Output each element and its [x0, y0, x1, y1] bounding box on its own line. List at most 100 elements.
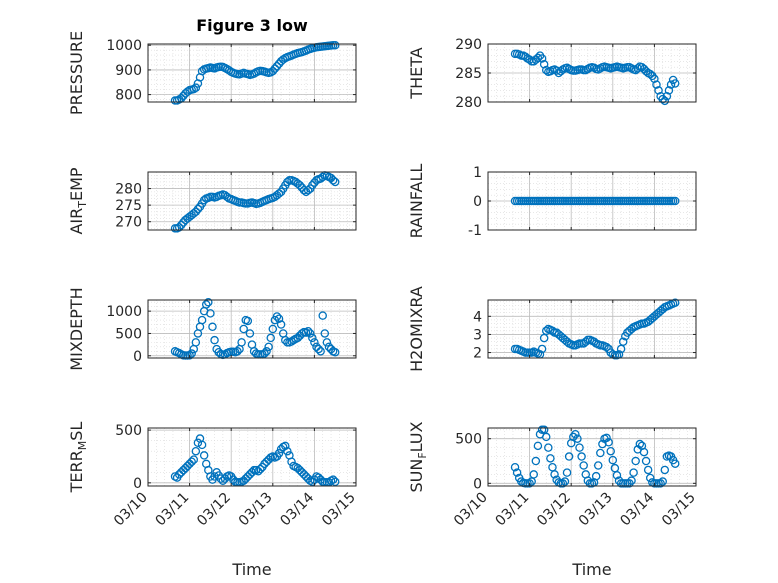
y-tick-label: 800	[115, 88, 142, 104]
y-axis-label: RAINFALL	[407, 164, 426, 239]
data-point	[533, 53, 543, 63]
data-point	[243, 316, 253, 326]
data-point	[645, 69, 655, 79]
data-point	[316, 347, 325, 356]
panel-theta: 280 285 290 THETA	[407, 37, 697, 111]
data-point	[618, 337, 628, 346]
y-tick-label: 500	[115, 423, 142, 439]
y-tick-label: 285	[455, 66, 482, 82]
data-point	[187, 457, 196, 466]
y-axis-label-subscript: T	[76, 201, 89, 209]
data-point	[541, 65, 551, 75]
axes-box	[487, 299, 697, 359]
data-point	[546, 454, 555, 463]
y-axis-label: SUNFLUX	[407, 421, 429, 492]
y-axis-label-part: SUN	[407, 459, 426, 493]
data-point	[320, 329, 330, 338]
data-point	[562, 337, 572, 346]
data-point	[639, 447, 649, 457]
data-point	[303, 326, 313, 336]
data-point	[318, 172, 327, 182]
y-axis-label-part: SL	[67, 422, 86, 441]
data-point	[548, 463, 557, 472]
data-point	[272, 61, 282, 71]
data-point	[204, 297, 213, 307]
data-point	[197, 315, 207, 325]
y-tick-label: -1	[468, 223, 482, 239]
data-point	[608, 455, 618, 465]
data-point	[262, 347, 271, 356]
data-point	[550, 470, 559, 479]
panel-h2omixra: 2 3 4 H2OMIXRA	[407, 286, 697, 372]
x-tick-label: 03/13	[576, 490, 616, 530]
y-axis-label-part: AIR	[67, 208, 86, 235]
data-point	[670, 196, 680, 206]
y-tick-label: 0	[473, 194, 482, 210]
y-tick-label: 290	[455, 37, 482, 53]
data-point	[177, 220, 186, 230]
data-point	[322, 338, 332, 347]
y-tick-label: 2	[473, 346, 482, 362]
y-tick-label: 4	[473, 309, 482, 325]
y-axis-label-subscript: M	[76, 441, 89, 451]
data-point	[573, 434, 582, 443]
y-tick-label: 270	[115, 215, 142, 231]
data-point	[635, 439, 645, 449]
data-point	[330, 477, 340, 487]
data-point	[295, 181, 305, 190]
data-point	[525, 479, 534, 488]
x-tick-label: 03/10	[111, 490, 151, 530]
x-tick-label: 03/11	[493, 490, 533, 530]
axes-box	[147, 427, 357, 487]
data-point	[562, 468, 572, 477]
x-tick-label: 03/15	[319, 490, 359, 530]
data-point	[558, 479, 568, 488]
data-point	[510, 463, 520, 472]
panel-mixdepth: 0 500 1000 MIXDEPTH	[67, 287, 357, 371]
data-point	[602, 433, 611, 443]
data-point	[629, 468, 638, 477]
axes-box	[487, 427, 697, 487]
data-point	[633, 64, 643, 73]
x-axis-label: Time	[231, 560, 271, 579]
data-point	[666, 80, 676, 89]
data-point	[645, 473, 655, 483]
data-point	[539, 60, 549, 69]
data-point	[512, 468, 522, 477]
data-point	[575, 443, 584, 452]
data-point	[612, 471, 622, 480]
y-axis-label: THETA	[407, 47, 426, 99]
data-point	[604, 438, 613, 447]
data-point	[193, 204, 203, 214]
data-point	[239, 324, 248, 334]
y-axis-label: H2OMIXRA	[407, 286, 426, 372]
data-point	[270, 64, 280, 73]
x-tick-label: 03/11	[153, 490, 193, 530]
data-point	[579, 461, 588, 470]
x-tick-label: 03/14	[617, 489, 657, 529]
x-tick-label: 03/14	[277, 489, 317, 529]
data-point	[197, 440, 207, 450]
data-point	[210, 335, 219, 345]
data-point	[328, 176, 338, 185]
data-point	[281, 335, 290, 345]
data-point	[287, 337, 296, 346]
data-point	[308, 477, 317, 487]
data-point	[189, 84, 199, 94]
data-point	[301, 328, 311, 337]
data-point	[643, 465, 653, 475]
data-point	[548, 326, 557, 336]
data-point	[191, 83, 201, 92]
data-point	[330, 177, 340, 187]
data-point	[537, 54, 547, 63]
data-point	[208, 322, 217, 332]
data-point	[191, 446, 201, 456]
panel-sun-flux: 0 500 03/10 03/11 03/12 03/13 03/14 03/15 Time SU…	[407, 421, 699, 579]
y-axis-label-part: EMP	[67, 167, 86, 201]
data-point	[564, 452, 574, 461]
x-tick-label: 03/15	[659, 490, 699, 530]
data-point	[245, 329, 255, 338]
data-point	[274, 314, 284, 323]
data-point	[237, 338, 246, 347]
